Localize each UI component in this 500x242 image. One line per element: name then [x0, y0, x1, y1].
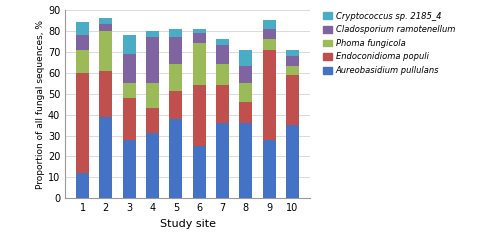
- Bar: [240, 102, 252, 123]
- Bar: [286, 75, 299, 125]
- Bar: [146, 108, 159, 133]
- Bar: [123, 83, 136, 98]
- Bar: [240, 66, 252, 83]
- Bar: [76, 73, 89, 173]
- Bar: [146, 133, 159, 198]
- Bar: [216, 123, 229, 198]
- X-axis label: Study site: Study site: [160, 219, 216, 229]
- Bar: [192, 146, 205, 198]
- Bar: [286, 56, 299, 66]
- Bar: [192, 43, 205, 85]
- Bar: [262, 50, 276, 140]
- Bar: [192, 29, 205, 33]
- Bar: [146, 37, 159, 83]
- Bar: [170, 91, 182, 119]
- Bar: [100, 24, 112, 31]
- Bar: [100, 117, 112, 198]
- Bar: [123, 98, 136, 140]
- Bar: [216, 64, 229, 85]
- Bar: [100, 18, 112, 24]
- Y-axis label: Proportion of all fungal sequences, %: Proportion of all fungal sequences, %: [36, 20, 45, 189]
- Bar: [146, 31, 159, 37]
- Bar: [240, 123, 252, 198]
- Bar: [216, 39, 229, 45]
- Bar: [170, 29, 182, 37]
- Bar: [170, 119, 182, 198]
- Bar: [192, 85, 205, 146]
- Bar: [216, 45, 229, 64]
- Bar: [286, 66, 299, 75]
- Bar: [100, 70, 112, 117]
- Bar: [262, 39, 276, 50]
- Bar: [170, 37, 182, 64]
- Bar: [262, 20, 276, 29]
- Bar: [76, 50, 89, 73]
- Bar: [76, 22, 89, 35]
- Bar: [262, 29, 276, 39]
- Legend: Cryptococcus sp. 2185_4, Cladosporium ramotenellum, Phoma fungicola, Endoconidio: Cryptococcus sp. 2185_4, Cladosporium ra…: [322, 10, 456, 77]
- Bar: [100, 31, 112, 70]
- Bar: [240, 50, 252, 66]
- Bar: [286, 50, 299, 56]
- Bar: [123, 54, 136, 83]
- Bar: [170, 64, 182, 91]
- Bar: [240, 83, 252, 102]
- Bar: [146, 83, 159, 108]
- Bar: [76, 173, 89, 198]
- Bar: [123, 35, 136, 54]
- Bar: [192, 33, 205, 43]
- Bar: [262, 140, 276, 198]
- Bar: [76, 35, 89, 50]
- Bar: [123, 140, 136, 198]
- Bar: [286, 125, 299, 198]
- Bar: [216, 85, 229, 123]
